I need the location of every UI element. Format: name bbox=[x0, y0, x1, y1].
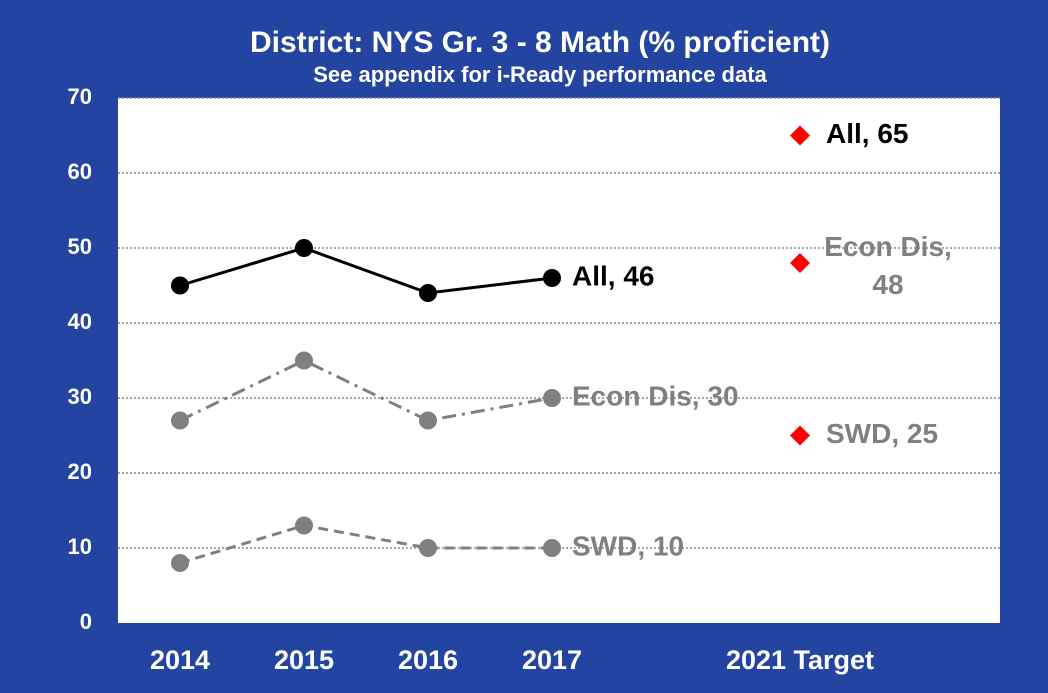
data-label: All, 65 bbox=[826, 118, 908, 149]
y-tick-label: 40 bbox=[68, 309, 92, 334]
point-marker bbox=[419, 284, 437, 302]
x-tick-label: 2016 bbox=[398, 645, 458, 675]
x-tick-label: 2017 bbox=[522, 645, 582, 675]
y-tick-label: 0 bbox=[80, 609, 92, 634]
target-marker bbox=[790, 425, 810, 446]
y-tick-label: 50 bbox=[68, 234, 92, 259]
x-tick-label: 2021 Target bbox=[726, 645, 874, 675]
y-tick-label: 30 bbox=[68, 384, 92, 409]
y-tick-label: 70 bbox=[68, 84, 92, 109]
data-label: Econ Dis, 30 bbox=[572, 380, 739, 411]
point-marker bbox=[419, 539, 437, 557]
point-marker bbox=[543, 539, 561, 557]
point-marker bbox=[171, 276, 189, 295]
point-marker bbox=[295, 351, 313, 370]
point-marker bbox=[171, 554, 189, 572]
y-tick-label: 60 bbox=[68, 159, 92, 184]
point-marker bbox=[419, 411, 437, 430]
target-marker bbox=[790, 253, 810, 273]
series-line bbox=[179, 246, 553, 295]
data-label: SWD, 25 bbox=[826, 418, 938, 449]
x-tick-label: 2014 bbox=[150, 645, 210, 675]
series-line bbox=[179, 523, 552, 565]
point-marker bbox=[171, 411, 189, 430]
plot-area bbox=[118, 98, 1000, 623]
y-tick-label: 20 bbox=[68, 459, 92, 484]
point-marker bbox=[543, 389, 561, 407]
point-marker bbox=[295, 516, 313, 535]
y-tick-label: 10 bbox=[68, 534, 92, 559]
point-marker bbox=[543, 269, 561, 287]
point-marker bbox=[295, 239, 313, 257]
data-label: All, 46 bbox=[572, 260, 654, 291]
chart-subtitle: See appendix for i-Ready performance dat… bbox=[313, 62, 767, 87]
x-tick-label: 2015 bbox=[274, 645, 334, 675]
data-label: Econ Dis, 48 bbox=[824, 231, 952, 300]
target-marker bbox=[790, 125, 810, 146]
chart-title: District: NYS Gr. 3 - 8 Math (% proficie… bbox=[250, 26, 830, 59]
data-label: SWD, 10 bbox=[572, 530, 684, 561]
series-line bbox=[179, 358, 553, 423]
